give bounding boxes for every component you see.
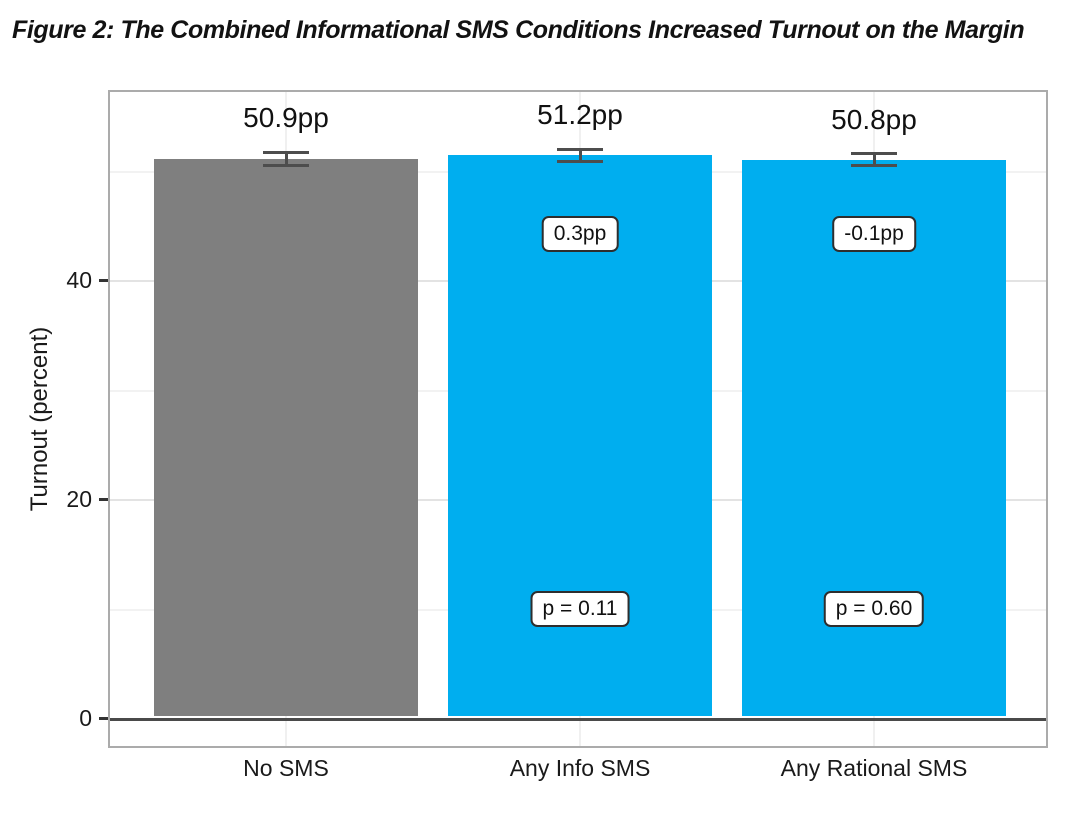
y-tick-label: 20 xyxy=(66,485,92,512)
bar-group-no-sms: 50.9pp No SMS xyxy=(154,92,418,781)
zero-baseline xyxy=(110,718,1046,721)
y-tick-label: 40 xyxy=(66,266,92,293)
p-value-badge: p = 0.60 xyxy=(823,590,925,627)
x-axis-category-label: Any Rational SMS xyxy=(780,755,968,781)
error-bar xyxy=(263,150,309,167)
x-axis-category-label: No SMS xyxy=(243,755,329,781)
bar xyxy=(154,158,418,716)
bar-value-label: 51.2pp xyxy=(537,99,623,131)
error-bar xyxy=(851,152,897,168)
plot-panel: 50.9pp No SMS 51.2pp 0.3pp p = 0.11 Any … xyxy=(108,90,1048,781)
p-value-badge: p = 0.11 xyxy=(530,590,630,627)
bar-value-label: 50.9pp xyxy=(243,102,329,134)
y-tick-mark xyxy=(99,278,108,282)
effect-size-badge: -0.1pp xyxy=(832,215,916,252)
figure-title: Figure 2: The Combined Informational SMS… xyxy=(12,16,1025,44)
bar-group-any-info-sms: 51.2pp 0.3pp p = 0.11 Any Info SMS xyxy=(448,92,712,781)
y-tick-mark xyxy=(99,497,108,501)
effect-size-badge: 0.3pp xyxy=(541,215,619,252)
bar-group-any-rational-sms: 50.8pp -0.1pp p = 0.60 Any Rational SMS xyxy=(742,92,1006,781)
y-tick-20: 20 xyxy=(18,484,108,514)
y-tick-mark xyxy=(99,716,108,720)
y-tick-40: 40 xyxy=(18,265,108,295)
bar-value-label: 50.8pp xyxy=(831,103,917,135)
y-tick-0: 0 xyxy=(18,703,108,733)
y-tick-label: 0 xyxy=(79,704,92,731)
error-bar xyxy=(557,148,603,163)
x-axis-category-label: Any Info SMS xyxy=(509,755,651,781)
